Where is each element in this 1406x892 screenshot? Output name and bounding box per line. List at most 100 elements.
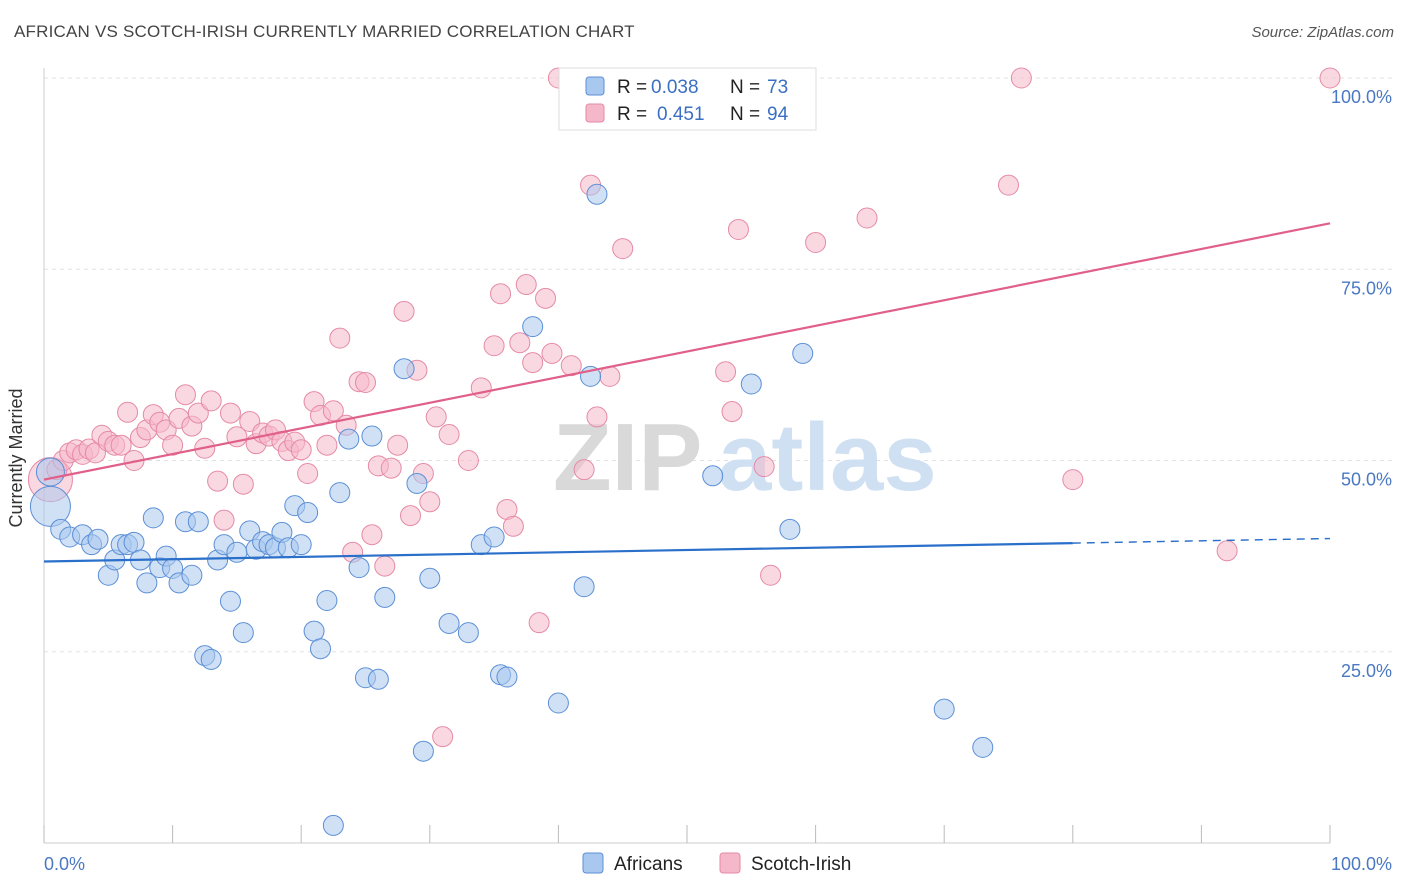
point-africans-48 xyxy=(367,668,389,690)
point-scotch-irish-74 xyxy=(541,342,563,364)
point-scotch-irish-44 xyxy=(322,400,344,422)
point-scotch-irish-83 xyxy=(721,401,743,423)
point-scotch-irish-49 xyxy=(355,371,376,393)
point-africans-39 xyxy=(303,620,325,642)
point-africans-41 xyxy=(316,589,338,611)
point-scotch-irish-55 xyxy=(393,300,415,322)
point-scotch-irish-40 xyxy=(297,463,319,485)
point-scotch-irish-12 xyxy=(117,401,139,423)
point-africans-1 xyxy=(35,457,65,487)
point-scotch-irish-79 xyxy=(586,406,608,428)
point-scotch-irish-77 xyxy=(573,459,595,481)
trend-line-africans-extension xyxy=(1072,537,1331,544)
point-africans-61 xyxy=(547,692,569,714)
point-scotch-irish-88 xyxy=(856,207,878,229)
legend-box: R = 0.038 N = 73 R = 0.451 N = 94 xyxy=(558,67,817,131)
axes xyxy=(43,68,1331,844)
point-scotch-irish-61 xyxy=(432,726,454,748)
point-scotch-irish-25 xyxy=(200,390,222,412)
y-tick-label-100: 100.0% xyxy=(1331,87,1392,107)
point-scotch-irish-19 xyxy=(162,434,184,456)
point-africans-13 xyxy=(136,572,158,594)
point-scotch-irish-86 xyxy=(760,564,782,586)
grid-lines xyxy=(44,77,1392,653)
point-scotch-irish-91 xyxy=(1062,469,1084,491)
legend-r-value-1: 0.038 xyxy=(651,77,699,98)
point-scotch-irish-43 xyxy=(316,434,338,456)
legend-r-value-2: 0.451 xyxy=(657,104,705,125)
point-africans-66 xyxy=(740,373,762,395)
chart-title: AFRICAN VS SCOTCH-IRISH CURRENTLY MARRIE… xyxy=(14,22,635,41)
legend-swatch-africans xyxy=(585,76,605,96)
legend-n-value-1: 73 xyxy=(767,77,788,98)
point-africans-43 xyxy=(329,482,351,504)
y-tick-label-75: 75.0% xyxy=(1341,278,1392,298)
point-africans-47 xyxy=(361,425,383,447)
point-scotch-irish-85 xyxy=(753,456,775,478)
point-scotch-irish-45 xyxy=(329,327,351,349)
watermark-atlas: atlas xyxy=(718,404,937,511)
point-scotch-irish-66 xyxy=(490,283,512,305)
point-africans-40 xyxy=(309,638,331,660)
point-scotch-irish-60 xyxy=(425,406,447,428)
point-africans-64 xyxy=(586,183,608,205)
point-africans-26 xyxy=(219,590,241,612)
point-scotch-irish-81 xyxy=(612,238,634,260)
point-africans-59 xyxy=(496,666,518,688)
point-africans-28 xyxy=(232,622,254,644)
trend-line-scotch-irish xyxy=(43,222,1331,481)
point-africans-14 xyxy=(142,507,164,529)
point-africans-54 xyxy=(438,612,460,634)
x-tick-min: 0.0% xyxy=(44,854,85,874)
point-africans-67 xyxy=(779,518,801,540)
bottom-legend: Africans Scotch-Irish xyxy=(582,852,851,875)
point-scotch-irish-27 xyxy=(213,509,235,531)
point-scotch-irish-56 xyxy=(400,505,422,527)
bottom-legend-scotch-irish: Scotch-Irish xyxy=(751,854,851,875)
point-scotch-irish-11 xyxy=(110,434,132,456)
source-label: Source: ZipAtlas.com xyxy=(1251,24,1394,41)
y-tick-labels: 25.0% 50.0% 75.0% 100.0% xyxy=(1331,87,1392,681)
legend-n-label-1: N = xyxy=(730,77,760,98)
point-scotch-irish-53 xyxy=(380,457,402,479)
point-scotch-irish-92 xyxy=(1216,540,1238,562)
point-africans-21 xyxy=(187,511,209,533)
point-africans-44 xyxy=(338,428,360,450)
x-tick-max: 100.0% xyxy=(1331,854,1392,874)
point-scotch-irish-62 xyxy=(438,423,460,445)
point-scotch-irish-63 xyxy=(457,450,479,471)
point-scotch-irish-26 xyxy=(207,470,229,492)
point-scotch-irish-68 xyxy=(502,515,524,537)
point-scotch-irish-59 xyxy=(419,491,441,513)
point-africans-51 xyxy=(406,472,428,494)
point-africans-49 xyxy=(374,586,396,608)
point-scotch-irish-90 xyxy=(1010,67,1032,89)
point-scotch-irish-89 xyxy=(998,174,1019,196)
point-scotch-irish-70 xyxy=(515,274,537,296)
point-scotch-irish-50 xyxy=(361,524,383,546)
point-africans-11 xyxy=(123,531,145,553)
point-scotch-irish-82 xyxy=(715,361,737,383)
point-scotch-irish-69 xyxy=(509,332,531,354)
point-africans-38 xyxy=(297,502,319,524)
point-africans-50 xyxy=(393,358,415,380)
bottom-legend-swatch-africans xyxy=(582,852,604,874)
point-scotch-irish-54 xyxy=(387,434,409,456)
y-axis-label: Currently Married xyxy=(6,388,26,527)
legend-n-label-2: N = xyxy=(730,104,760,125)
point-africans-42 xyxy=(322,814,344,836)
bottom-legend-africans: Africans xyxy=(614,854,683,875)
point-scotch-irish-52 xyxy=(374,555,396,577)
trend-lines xyxy=(43,222,1331,563)
point-scotch-irish-65 xyxy=(483,335,505,357)
watermark-zip: ZIP xyxy=(553,404,702,511)
point-africans-37 xyxy=(290,534,312,556)
point-africans-55 xyxy=(457,622,479,644)
point-africans-62 xyxy=(573,576,595,598)
legend-r-label-1: R = xyxy=(617,77,647,98)
point-africans-65 xyxy=(702,465,724,487)
point-africans-69 xyxy=(933,698,955,720)
point-africans-20 xyxy=(181,564,203,586)
point-scotch-irish-72 xyxy=(528,612,550,634)
